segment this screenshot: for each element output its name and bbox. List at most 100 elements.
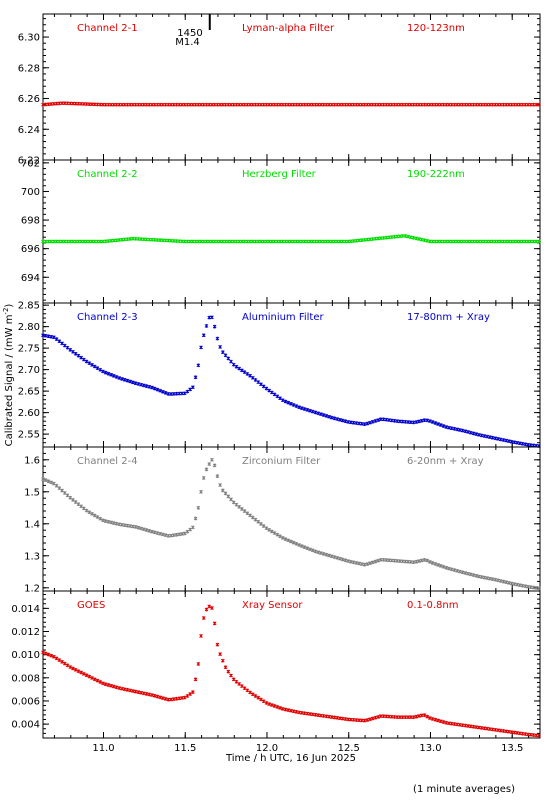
data-point	[305, 711, 310, 716]
data-point	[71, 666, 75, 671]
data-point	[458, 428, 462, 432]
y-tick-label: 6.22	[18, 156, 40, 167]
data-point	[528, 732, 533, 737]
data-point	[370, 237, 375, 241]
data-point	[302, 711, 307, 716]
data-point	[114, 102, 119, 107]
data-point	[259, 102, 263, 107]
data-point	[215, 102, 220, 107]
data-point	[155, 694, 160, 699]
data-point	[280, 102, 285, 107]
data-point	[357, 421, 361, 426]
data-point	[468, 239, 473, 244]
data-point	[139, 102, 143, 107]
data-point	[98, 239, 103, 244]
data-point	[103, 102, 108, 107]
data-point	[46, 652, 51, 657]
data-point	[417, 419, 421, 424]
data-point	[158, 102, 163, 107]
data-point	[92, 677, 97, 682]
data-point	[520, 102, 525, 107]
data-point	[111, 374, 116, 378]
data-point	[71, 239, 75, 244]
data-point	[242, 686, 247, 691]
data-point	[449, 721, 454, 726]
data-point	[310, 548, 315, 553]
data-point	[335, 102, 340, 107]
data-point	[286, 239, 291, 244]
data-point	[141, 527, 146, 532]
data-point	[310, 409, 315, 414]
panel-2: 694 696 698 700 702 Channel 2-2 Herzberg Filte…	[21, 158, 541, 304]
data-point	[417, 102, 421, 107]
data-point	[122, 523, 127, 528]
data-point	[414, 420, 419, 424]
data-point	[368, 420, 372, 425]
data-point	[362, 562, 367, 567]
data-point	[220, 658, 225, 663]
data-point	[60, 239, 64, 244]
data-point	[65, 493, 70, 498]
data-point	[297, 239, 301, 244]
data-point	[57, 658, 62, 662]
data-point	[242, 102, 247, 107]
data-point	[125, 378, 130, 383]
data-point	[196, 363, 201, 368]
channel-label: Channel 2-3	[77, 312, 138, 323]
data-point	[139, 382, 143, 387]
data-point	[362, 238, 367, 242]
data-point	[289, 708, 293, 713]
data-point	[73, 239, 78, 244]
data-point	[46, 479, 51, 484]
y-tick-label: 702	[21, 158, 40, 169]
data-point	[302, 102, 307, 107]
data-point	[400, 102, 405, 107]
data-point	[343, 239, 348, 244]
data-point	[520, 731, 525, 736]
data-point	[169, 697, 173, 702]
data-point	[537, 586, 541, 591]
data-point	[52, 239, 56, 244]
data-point	[444, 239, 449, 244]
data-point	[468, 430, 473, 435]
data-point	[316, 550, 321, 555]
data-point	[128, 379, 133, 384]
data-point	[526, 732, 530, 737]
data-point	[114, 375, 119, 379]
panels-layer: 6.22 6.24 6.26 6.28 6.30 Channel 2-1 Lyman-alp…	[11, 13, 541, 754]
y-axis-title-close: )	[4, 304, 15, 308]
data-point	[169, 102, 173, 107]
data-point	[520, 239, 525, 244]
data-point	[300, 239, 304, 244]
data-point	[101, 518, 105, 523]
data-point	[313, 549, 318, 554]
data-point	[359, 238, 364, 243]
data-point	[351, 102, 356, 107]
data-point	[449, 567, 454, 572]
data-point	[479, 102, 484, 107]
data-point	[528, 102, 533, 107]
data-point	[452, 722, 457, 726]
data-point	[185, 529, 190, 534]
data-point	[114, 521, 119, 526]
data-point	[199, 345, 203, 350]
data-point	[354, 561, 359, 565]
data-point	[507, 439, 511, 444]
data-point	[477, 239, 481, 244]
data-point	[250, 515, 255, 520]
data-point	[329, 415, 334, 420]
data-point	[392, 102, 397, 107]
flare-time-label: 1450	[177, 28, 202, 39]
data-point	[517, 239, 522, 244]
data-point	[82, 506, 86, 511]
data-point	[62, 661, 67, 666]
data-point	[509, 102, 514, 107]
data-point	[436, 422, 440, 426]
data-point	[76, 502, 81, 507]
data-point	[218, 102, 222, 107]
data-point	[501, 239, 506, 244]
data-point	[340, 716, 345, 721]
data-point	[425, 102, 430, 107]
data-point	[324, 714, 329, 719]
